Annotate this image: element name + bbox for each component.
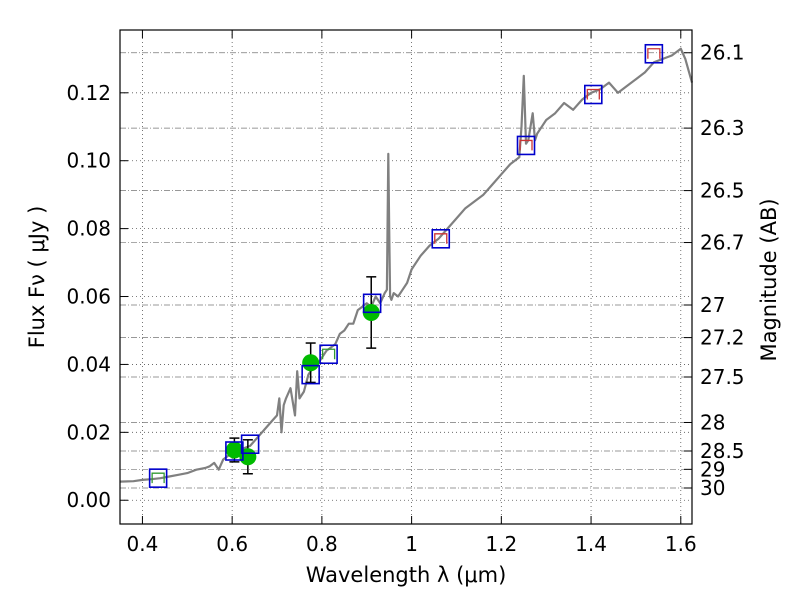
model-photometry-box (584, 84, 603, 105)
band-markers (151, 48, 661, 484)
y-tick-label: 0.10 (66, 149, 111, 173)
band-marker (151, 472, 165, 484)
band-marker (586, 88, 600, 100)
y-tick-label: 0.12 (66, 81, 111, 105)
magnitude-tick-label: 28 (700, 410, 725, 434)
magnitude-tick-label: 26.3 (700, 116, 745, 140)
x-tick-label: 1.2 (485, 532, 517, 556)
y-tick-label: 0.00 (66, 488, 111, 512)
axis-ticks (120, 30, 692, 524)
y-tick-label: 0.08 (66, 217, 111, 241)
magnitude-tick-label: 27 (700, 293, 725, 317)
y-tick-labels: 0.00 0.02 0.04 0.06 0.08 0.10 0.12 (66, 81, 111, 512)
magnitude-tick-label: 28.5 (700, 439, 745, 463)
model-photometry-box (225, 441, 244, 461)
magnitude-tick-label: 26.5 (700, 179, 745, 203)
x-tick-label: 1 (405, 532, 418, 556)
plot-frame (119, 29, 693, 525)
y-axis-label: Flux Fν ( μJy ) (25, 206, 49, 349)
x-tick-label: 0.6 (216, 532, 248, 556)
model-photometry-boxes (148, 43, 664, 488)
magnitude-tick-label: 30 (700, 476, 725, 500)
x-tick-label: 0.4 (127, 532, 159, 556)
band-marker (434, 233, 448, 244)
y-tick-label: 0.06 (66, 285, 111, 309)
x-tick-label: 1.4 (575, 532, 607, 556)
observed-point (225, 441, 243, 459)
y-tick-label: 0.02 (66, 420, 111, 444)
grid-lines (120, 30, 692, 524)
model-photometry-box (516, 135, 536, 156)
model-photometry-box (319, 344, 338, 365)
x-tick-labels: 0.4 0.6 0.8 1 1.2 1.4 1.6 (127, 532, 697, 556)
model-photometry-box (148, 468, 168, 488)
band-marker (321, 348, 336, 360)
observed-point (302, 354, 320, 372)
band-marker (519, 139, 533, 151)
x-tick-label: 0.8 (306, 532, 338, 556)
x-axis-label: Wavelength λ (μm) (306, 563, 507, 587)
magnitude-grid-lines (120, 52, 692, 489)
right-axis-label: Magnitude (AB) (757, 198, 781, 361)
model-photometry-box (431, 229, 451, 249)
x-tick-label: 1.6 (665, 532, 697, 556)
magnitude-tick-label: 29 (700, 457, 725, 481)
model-photometry-box (362, 293, 382, 314)
model-photometry-box (240, 434, 260, 455)
band-marker (647, 48, 661, 59)
magnitude-tick-label: 27.5 (700, 365, 745, 389)
magnitude-tick-label: 27.2 (700, 326, 745, 350)
y-tick-label: 0.04 (66, 352, 111, 376)
observed-points (225, 303, 380, 466)
magnitude-tick-label: 26.7 (700, 231, 745, 255)
model-photometry-box (301, 364, 320, 385)
model-photometry-box (644, 43, 664, 64)
magnitude-tick-label: 26.1 (700, 41, 745, 65)
